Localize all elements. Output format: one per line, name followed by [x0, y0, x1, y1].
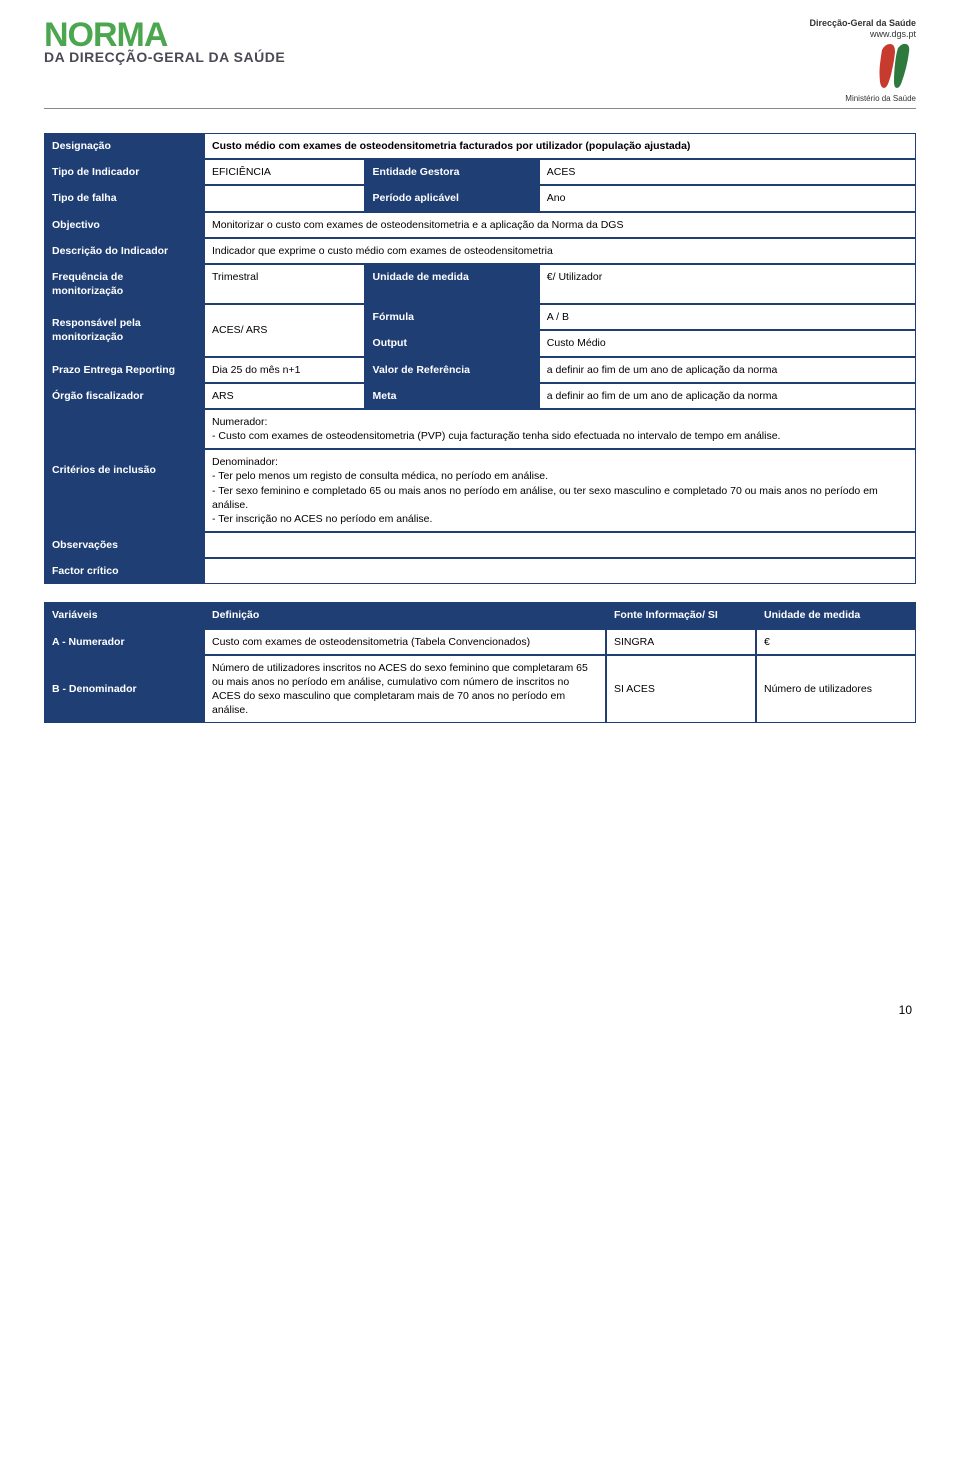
logo-left: NORMA DA DIRECÇÃO-GERAL DA SAÚDE [44, 18, 364, 64]
vars-b-label: B - Denominador [44, 655, 204, 724]
criterios-numerador: Numerador: - Custo com exames de osteode… [204, 409, 916, 449]
row-factor: Factor crítico [44, 558, 916, 584]
prazo-label: Prazo Entrega Reporting [44, 357, 204, 383]
formula-value: A / B [539, 304, 916, 330]
vars-a-fonte: SINGRA [606, 629, 756, 655]
vars-b-um: Número de utilizadores [756, 655, 916, 724]
periodo-label: Período aplicável [365, 185, 539, 211]
row-designacao: Designação Custo médio com exames de ost… [44, 133, 916, 159]
variables-table: Variáveis Definição Fonte Informação/ SI… [44, 602, 916, 723]
row-criterios-num: Critérios de inclusão Numerador: - Custo… [44, 409, 916, 449]
resp-value: ACES/ ARS [204, 304, 365, 356]
designacao-value: Custo médio com exames de osteodensitome… [204, 133, 916, 159]
objectivo-value: Monitorizar o custo com exames de osteod… [204, 212, 916, 238]
vars-h4: Unidade de medida [756, 602, 916, 628]
unidade-value: €/ Utilizador [539, 264, 916, 304]
tipo-falha-label: Tipo de falha [44, 185, 204, 211]
obs-label: Observações [44, 532, 204, 558]
criterios-den-l2: - Ter sexo feminino e completado 65 ou m… [212, 485, 878, 511]
output-value: Custo Médio [539, 330, 916, 356]
resp-label: Responsável pela monitorização [44, 304, 204, 356]
output-label: Output [365, 330, 539, 356]
objectivo-label: Objectivo [44, 212, 204, 238]
dgs-url: www.dgs.pt [809, 29, 916, 40]
vars-row-b: B - Denominador Número de utilizadores i… [44, 655, 916, 724]
criterios-num-body: - Custo com exames de osteodensitometria… [212, 430, 780, 442]
factor-label: Factor crítico [44, 558, 204, 584]
logo-right: Direcção-Geral da Saúde www.dgs.pt Minis… [809, 18, 916, 104]
freq-value: Trimestral [204, 264, 365, 304]
tipo-falha-value [204, 185, 365, 211]
ministry-name: Ministério da Saúde [809, 94, 916, 104]
vars-row-a: A - Numerador Custo com exames de osteod… [44, 629, 916, 655]
vars-h1: Variáveis [44, 602, 204, 628]
factor-value [204, 558, 916, 584]
row-prazo: Prazo Entrega Reporting Dia 25 do mês n+… [44, 357, 916, 383]
criterios-den-l1: - Ter pelo menos um registo de consulta … [212, 470, 548, 482]
dgs-name: Direcção-Geral da Saúde [809, 18, 916, 29]
norma-title: NORMA [44, 18, 364, 52]
obs-value [204, 532, 916, 558]
orgao-value: ARS [204, 383, 365, 409]
criterios-den-title: Denominador: [212, 456, 278, 468]
row-tipo-falha: Tipo de falha Período aplicável Ano [44, 185, 916, 211]
entidade-gestora-label: Entidade Gestora [365, 159, 539, 185]
meta-label: Meta [365, 383, 539, 409]
header-divider [44, 108, 916, 109]
valor-ref-value: a definir ao fim de um ano de aplicação … [539, 357, 916, 383]
vars-h2: Definição [204, 602, 606, 628]
criterios-num-title: Numerador: [212, 416, 267, 428]
tipo-indicador-value: EFICIÊNCIA [204, 159, 365, 185]
vars-a-um: € [756, 629, 916, 655]
unidade-label: Unidade de medida [365, 264, 539, 304]
row-observacoes: Observações [44, 532, 916, 558]
designacao-label: Designação [44, 133, 204, 159]
row-frequencia: Frequência de monitorização Trimestral U… [44, 264, 916, 304]
norma-subtitle: DA DIRECÇÃO-GERAL DA SAÚDE [44, 50, 364, 64]
vars-a-label: A - Numerador [44, 629, 204, 655]
tipo-indicador-label: Tipo de Indicador [44, 159, 204, 185]
criterios-denominador: Denominador: - Ter pelo menos um registo… [204, 449, 916, 532]
valor-ref-label: Valor de Referência [365, 357, 539, 383]
vars-b-fonte: SI ACES [606, 655, 756, 724]
row-tipo-indicador: Tipo de Indicador EFICIÊNCIA Entidade Ge… [44, 159, 916, 185]
row-orgao: Órgão fiscalizador ARS Meta a definir ao… [44, 383, 916, 409]
descricao-value: Indicador que exprime o custo médio com … [204, 238, 916, 264]
vars-a-def: Custo com exames de osteodensitometria (… [204, 629, 606, 655]
criterios-label: Critérios de inclusão [44, 409, 204, 532]
row-responsavel-1: Responsável pela monitorização ACES/ ARS… [44, 304, 916, 330]
prazo-value: Dia 25 do mês n+1 [204, 357, 365, 383]
ministry-logo-icon [870, 40, 916, 90]
header: NORMA DA DIRECÇÃO-GERAL DA SAÚDE Direcçã… [44, 18, 916, 104]
formula-label: Fórmula [365, 304, 539, 330]
vars-b-def: Número de utilizadores inscritos no ACES… [204, 655, 606, 724]
freq-label: Frequência de monitorização [44, 264, 204, 304]
vars-header-row: Variáveis Definição Fonte Informação/ SI… [44, 602, 916, 628]
page-number: 10 [44, 1003, 916, 1017]
meta-value: a definir ao fim de um ano de aplicação … [539, 383, 916, 409]
descricao-label: Descrição do Indicador [44, 238, 204, 264]
criterios-den-l3: - Ter inscrição no ACES no período em an… [212, 513, 432, 525]
vars-h3: Fonte Informação/ SI [606, 602, 756, 628]
entidade-gestora-value: ACES [539, 159, 916, 185]
row-objectivo: Objectivo Monitorizar o custo com exames… [44, 212, 916, 238]
periodo-value: Ano [539, 185, 916, 211]
main-table: Designação Custo médio com exames de ost… [44, 133, 916, 584]
row-descricao: Descrição do Indicador Indicador que exp… [44, 238, 916, 264]
orgao-label: Órgão fiscalizador [44, 383, 204, 409]
